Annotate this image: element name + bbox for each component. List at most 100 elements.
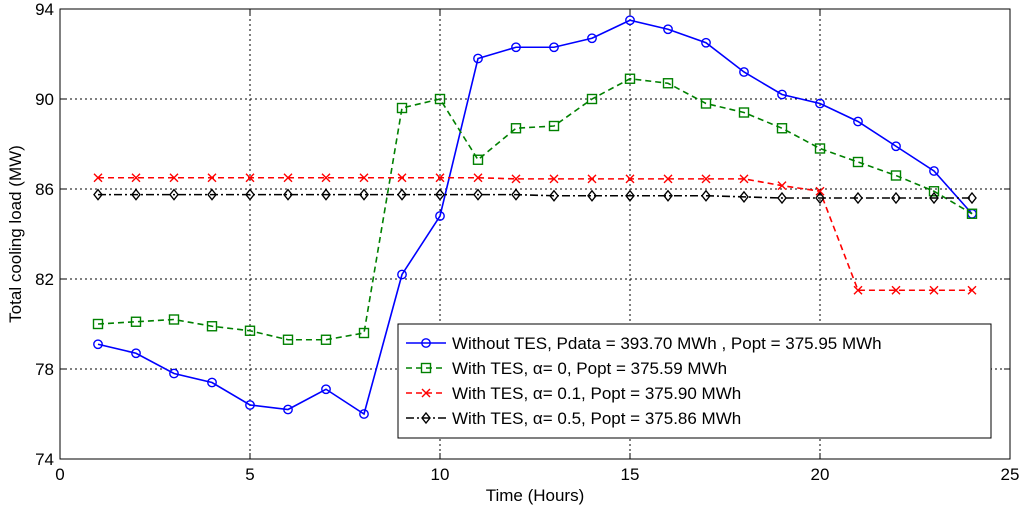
series-1-point: [435, 211, 445, 221]
legend-label: Without TES, Pdata = 393.70 MWh , Popt =…: [452, 334, 882, 353]
series-4-point: [207, 188, 217, 201]
series-1-point: [321, 384, 331, 395]
series-2-point: [244, 325, 256, 336]
series-3-point: [587, 174, 597, 184]
legend-marker: [420, 362, 432, 374]
series-1-point: [549, 42, 559, 53]
series-4-point: [663, 189, 673, 202]
series-2-point: [776, 123, 788, 134]
grid-lines: [60, 9, 1010, 459]
legend-entry-4: With TES, α= 0.5, Popt = 375.86 MWh: [406, 409, 741, 428]
series-4-point: [967, 191, 977, 205]
series-2-point: [738, 107, 750, 118]
series-4-point: [777, 191, 787, 205]
series-2-point: [586, 93, 598, 105]
series-3-point: [815, 186, 825, 196]
series-2: [92, 73, 978, 345]
series-1-point: [207, 377, 217, 388]
legend-label: With TES, α= 0.1, Popt = 375.90 MWh: [452, 384, 741, 403]
series-4: [93, 188, 977, 205]
series-2-point: [928, 186, 940, 197]
series-2-point: [206, 321, 218, 332]
series-layer: [92, 15, 978, 419]
series-1-point: [93, 339, 103, 350]
series-3-point: [435, 173, 445, 183]
x-axis-title: Time (Hours): [486, 486, 585, 505]
series-1-point: [663, 24, 673, 35]
series-1-point: [929, 166, 939, 176]
y-tick-label: 90: [35, 90, 54, 109]
legend-marker: [421, 388, 431, 398]
x-tick-label: 5: [245, 465, 254, 484]
series-2-point: [168, 314, 180, 325]
y-tick-label: 78: [35, 360, 54, 379]
series-4-point: [245, 188, 255, 201]
series-4-point: [701, 189, 711, 202]
series-3-point: [207, 173, 217, 183]
series-1-point: [815, 98, 825, 109]
y-tick-label: 86: [35, 180, 54, 199]
series-2-point: [700, 98, 712, 109]
x-tick-label: 25: [1001, 465, 1020, 484]
series-3-point: [245, 173, 255, 183]
legend-entry-1: Without TES, Pdata = 393.70 MWh , Popt =…: [406, 334, 882, 353]
series-4-point: [397, 188, 407, 201]
series-3-point: [93, 173, 103, 183]
series-2-point: [510, 123, 522, 134]
series-1-point: [283, 404, 293, 415]
series-4-point: [93, 188, 103, 201]
series-1-point: [397, 269, 407, 280]
series-2-point: [434, 93, 446, 105]
series-3-point: [929, 285, 939, 295]
series-1-point: [131, 348, 141, 359]
series-1-point: [245, 400, 255, 410]
series-3-point: [321, 173, 331, 183]
series-4-point: [169, 188, 179, 201]
series-3-point: [967, 285, 977, 295]
series-2-point: [814, 143, 826, 154]
series-line-3: [98, 176, 972, 292]
series-2-point: [282, 334, 294, 345]
series-2-point: [130, 316, 142, 327]
y-axis-title: Total cooling load (MW): [6, 145, 25, 323]
series-line-2: [97, 77, 973, 341]
y-tick-label: 82: [35, 270, 54, 289]
series-3-point: [359, 173, 369, 183]
series-1-point: [739, 67, 749, 77]
legend-label: With TES, α= 0.5, Popt = 375.86 MWh: [452, 409, 741, 428]
series-3-point: [169, 173, 179, 183]
series-4-point: [283, 188, 293, 201]
series-3-point: [283, 173, 293, 183]
series-2-point: [662, 78, 674, 89]
series-1-point: [587, 33, 597, 44]
legend-entry-2: With TES, α= 0, Popt = 375.59 MWh: [406, 359, 727, 378]
series-4-point: [739, 190, 749, 203]
series-2-point: [852, 156, 864, 168]
series-1-point: [473, 53, 483, 64]
series-4-point: [435, 188, 445, 201]
series-3-point: [891, 285, 901, 295]
series-1-point: [853, 116, 863, 127]
series-4-point: [131, 188, 141, 201]
legend-marker: [421, 411, 431, 425]
series-4-point: [891, 191, 901, 205]
series-4-point: [929, 191, 939, 205]
legend-box: [397, 323, 992, 439]
series-3: [93, 173, 977, 295]
series-4-point: [473, 188, 483, 201]
x-tick-label: 0: [55, 465, 64, 484]
series-1-point: [701, 37, 711, 48]
series-3-point: [511, 174, 521, 184]
series-3-point: [739, 174, 749, 184]
series-2-point: [358, 327, 370, 339]
series-line-1: [97, 19, 973, 416]
series-3-point: [131, 173, 141, 183]
x-tick-label: 20: [811, 465, 830, 484]
series-1: [93, 15, 977, 419]
series-3-point: [701, 174, 711, 184]
legend: Without TES, Pdata = 393.70 MWh , Popt =…: [397, 323, 992, 439]
legend-entry-3: With TES, α= 0.1, Popt = 375.90 MWh: [406, 384, 741, 403]
x-tick-label: 15: [621, 465, 640, 484]
series-2-point: [966, 208, 978, 219]
